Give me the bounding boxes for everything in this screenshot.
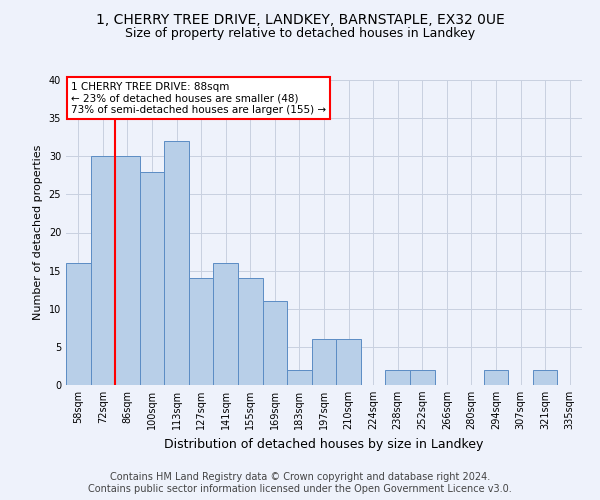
Bar [484,370,508,385]
Bar [164,141,189,385]
Bar [263,301,287,385]
Bar [91,156,115,385]
Text: Size of property relative to detached houses in Landkey: Size of property relative to detached ho… [125,28,475,40]
Bar [533,370,557,385]
Text: 1 CHERRY TREE DRIVE: 88sqm
← 23% of detached houses are smaller (48)
73% of semi: 1 CHERRY TREE DRIVE: 88sqm ← 23% of deta… [71,82,326,114]
X-axis label: Distribution of detached houses by size in Landkey: Distribution of detached houses by size … [164,438,484,450]
Bar [189,278,214,385]
Bar [312,339,336,385]
Bar [66,263,91,385]
Y-axis label: Number of detached properties: Number of detached properties [33,145,43,320]
Bar [140,172,164,385]
Bar [214,263,238,385]
Bar [336,339,361,385]
Bar [115,156,140,385]
Bar [385,370,410,385]
Bar [410,370,434,385]
Text: 1, CHERRY TREE DRIVE, LANDKEY, BARNSTAPLE, EX32 0UE: 1, CHERRY TREE DRIVE, LANDKEY, BARNSTAPL… [95,12,505,26]
Text: Contains HM Land Registry data © Crown copyright and database right 2024.
Contai: Contains HM Land Registry data © Crown c… [88,472,512,494]
Bar [238,278,263,385]
Bar [287,370,312,385]
